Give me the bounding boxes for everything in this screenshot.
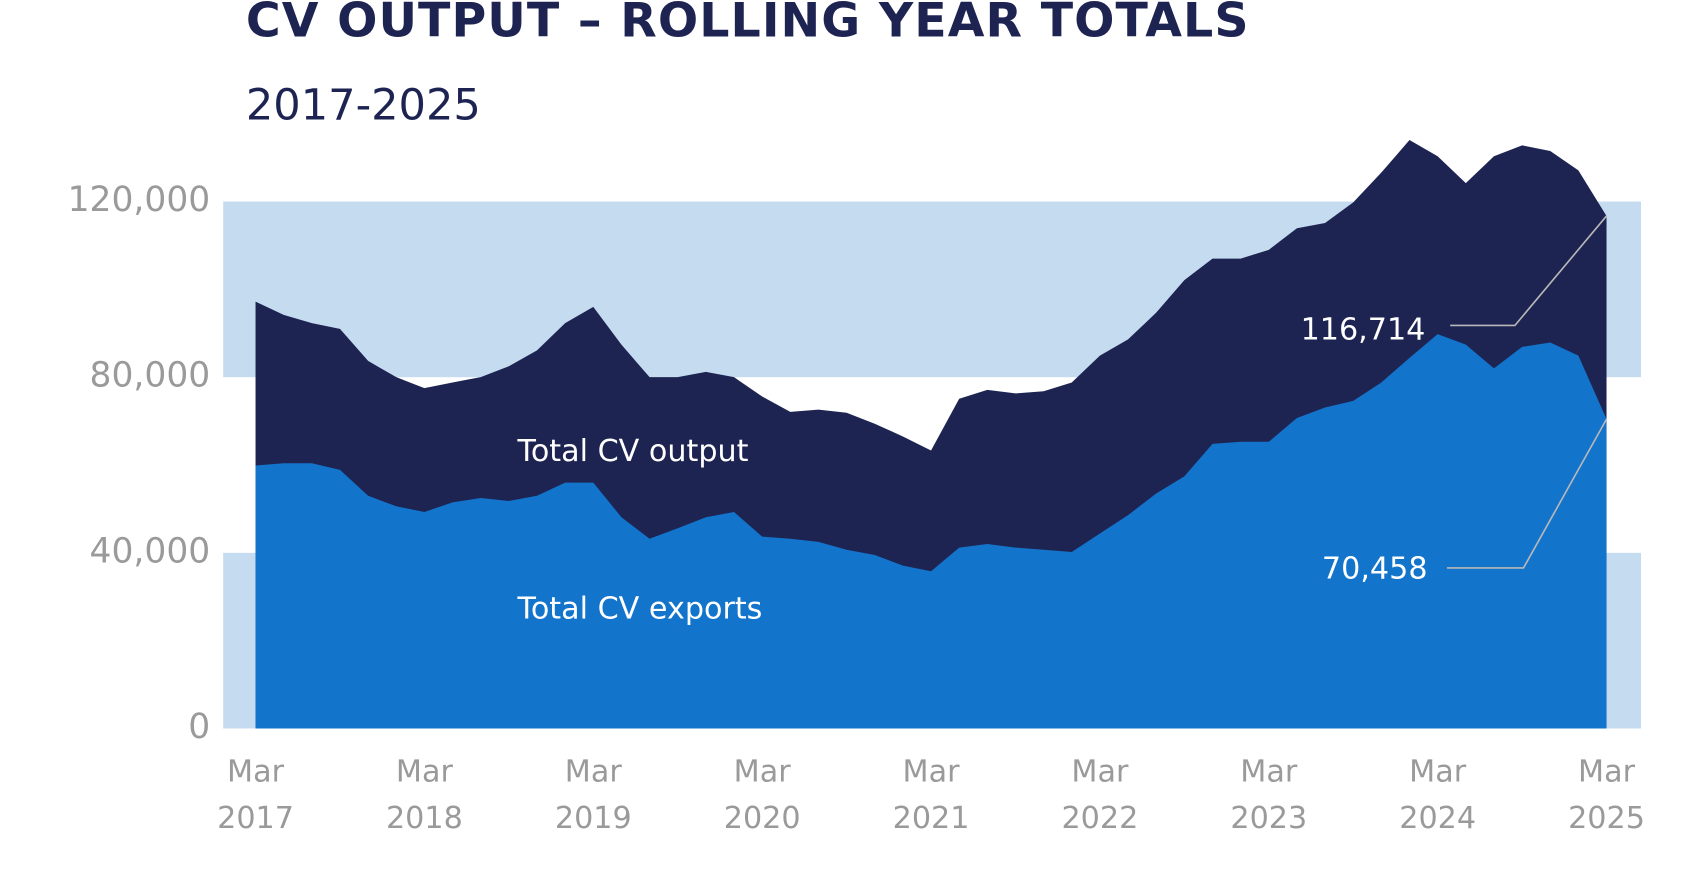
chart-title: CV OUTPUT – ROLLING YEAR TOTALS — [246, 0, 1250, 49]
x-tick-label: Mar 2025 — [1568, 754, 1645, 835]
value-label: 70,458 — [1322, 552, 1428, 587]
y-tick-label: 80,000 — [90, 356, 211, 396]
series-label: Total CV output — [517, 434, 749, 469]
chart-subtitle: 2017-2025 — [246, 80, 481, 130]
x-tick-label: Mar 2022 — [1061, 754, 1138, 835]
x-tick-label: Mar 2018 — [386, 754, 463, 835]
x-tick-label: Mar 2017 — [217, 754, 294, 835]
area — [255, 334, 1607, 729]
x-tick-label: Mar 2019 — [555, 754, 632, 835]
leader-line — [1450, 215, 1608, 327]
y-tick-label: 120,000 — [68, 180, 211, 220]
x-tick-label: Mar 2021 — [893, 754, 970, 835]
series-label: Total CV exports — [517, 591, 763, 626]
x-tick-label: Mar 2023 — [1230, 754, 1307, 835]
y-tick-label: 0 — [188, 707, 210, 747]
leader-line — [1446, 418, 1608, 569]
x-tick-label: Mar 2020 — [724, 754, 801, 835]
y-tick-label: 40,000 — [90, 531, 211, 571]
value-label: 116,714 — [1301, 312, 1426, 347]
x-tick-label: Mar 2024 — [1399, 754, 1476, 835]
